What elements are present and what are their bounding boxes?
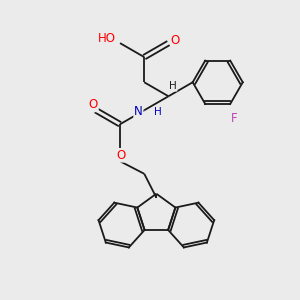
Text: O: O — [171, 34, 180, 47]
Text: H: H — [154, 107, 161, 117]
Text: H: H — [169, 81, 177, 91]
Text: N: N — [134, 105, 143, 118]
Text: F: F — [231, 112, 238, 125]
Text: O: O — [89, 98, 98, 111]
Text: O: O — [117, 149, 126, 162]
Text: HO: HO — [98, 32, 116, 45]
